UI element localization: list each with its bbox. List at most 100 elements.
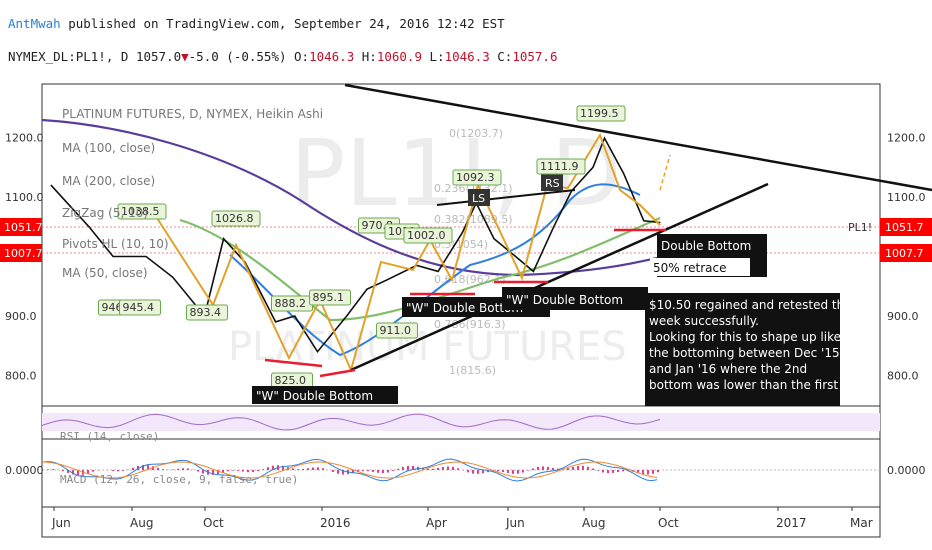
- macd-histogram-bar: [402, 466, 404, 470]
- macd-histogram-bar: [197, 470, 199, 472]
- price-tag-right: [880, 244, 932, 262]
- w-bottom-label: "W" Double Bottom: [406, 301, 523, 315]
- ascending-trendline[interactable]: [350, 182, 769, 372]
- descending-trendline[interactable]: [344, 83, 932, 192]
- pivot-label: 911.0: [380, 324, 412, 337]
- macd-histogram-bar: [152, 466, 154, 470]
- macd-histogram-bar: [247, 470, 249, 473]
- macd-histogram-bar: [227, 470, 229, 472]
- macd-histogram-bar: [652, 470, 654, 474]
- macd-histogram-bar: [582, 465, 584, 470]
- rs-label-box: [541, 173, 563, 191]
- macd-histogram-bar: [367, 470, 369, 472]
- macd-histogram-bar: [597, 470, 599, 471]
- last-price: 1057.0: [135, 49, 182, 64]
- fib-label: 0.382(1089.5): [434, 213, 513, 226]
- macd-histogram-bar: [62, 470, 64, 472]
- macd-histogram-bar: [72, 470, 74, 475]
- pivot-label-box: [119, 299, 161, 316]
- price-tag-left: [0, 218, 42, 236]
- note-line: week successfully.: [649, 314, 759, 328]
- macd-histogram-bar: [647, 470, 649, 475]
- symbol-tag: PL1!: [848, 221, 872, 234]
- macd-histogram-bar: [437, 467, 439, 470]
- pivot-label: 1038.5: [121, 205, 160, 218]
- y-tick-label: 900.0: [887, 310, 919, 323]
- y-tick-label: 1200.0: [887, 132, 926, 145]
- published-text: published on TradingView.com, September …: [60, 16, 505, 31]
- y-tick-label: 1100.0: [5, 191, 44, 204]
- low-label: L:: [429, 49, 445, 64]
- macd-histogram-bar: [232, 470, 234, 471]
- x-tick-label: Oct: [658, 516, 679, 530]
- macd-histogram-bar: [257, 470, 259, 472]
- price-chart[interactable]: PL1!, D PLATINUM FUTURES 0(1203.7) 0.236…: [0, 77, 932, 550]
- macd-histogram-bar: [87, 470, 89, 474]
- x-tick-label: Jun: [505, 516, 525, 530]
- macd-line[interactable]: [41, 458, 658, 482]
- macd-histogram-bar: [217, 470, 219, 475]
- ls-label-box: [468, 189, 490, 206]
- double-bottom-label: Double Bottom: [661, 239, 751, 253]
- y-tick-label: 900.0: [5, 310, 37, 323]
- low-value: 1046.3: [444, 49, 490, 64]
- projection-line: [659, 154, 671, 191]
- macd-histogram-bar: [392, 470, 394, 471]
- rsi-line[interactable]: [41, 413, 661, 431]
- macd-histogram-bar: [512, 470, 514, 474]
- macd-histogram-bar: [542, 466, 544, 470]
- pivot-label: 888.2: [275, 297, 307, 310]
- macd-histogram-bar: [547, 466, 549, 470]
- legend-ma100[interactable]: MA (100, close): [62, 141, 155, 155]
- macd-histogram-bar: [592, 468, 594, 470]
- macd-histogram-bar: [332, 470, 334, 473]
- macd-histogram-bar: [177, 468, 179, 470]
- open-value: 1046.3: [309, 49, 355, 64]
- macd-histogram-bar: [372, 470, 374, 472]
- high-value: 1060.9: [376, 49, 422, 64]
- legend-zigzag[interactable]: ZigZag (5, 10): [62, 206, 148, 220]
- price-change: -5.0 (-0.55%): [188, 49, 287, 64]
- macd-histogram-bar: [137, 465, 139, 470]
- legend-pivots[interactable]: Pivots HL (10, 10): [62, 237, 169, 251]
- macd-histogram-bar: [172, 469, 174, 470]
- note-line: $10.50 regained and retested this: [649, 298, 854, 312]
- macd-histogram-bar: [412, 465, 414, 470]
- price-tag-left: [0, 244, 42, 262]
- macd-zero-right: 0.0000: [887, 464, 926, 477]
- macd-histogram-bar: [252, 470, 254, 473]
- price-line[interactable]: [50, 136, 661, 354]
- macd-histogram-bar: [237, 470, 239, 471]
- note-line: Looking for this to shape up like: [649, 330, 841, 344]
- legend-ma200[interactable]: MA (200, close): [62, 174, 155, 188]
- x-tick-label: 2016: [320, 516, 351, 530]
- macd-histogram-bar: [637, 470, 639, 473]
- neckline[interactable]: [436, 189, 576, 206]
- legend-ma50[interactable]: MA (50, close): [62, 266, 148, 280]
- signal-line[interactable]: [41, 461, 658, 479]
- macd-histogram-bar: [362, 470, 364, 472]
- macd-histogram-bar: [117, 470, 119, 472]
- ma200-line[interactable]: [41, 118, 671, 277]
- pivot-label: 1199.5: [580, 107, 619, 120]
- fib-label: 0.786(916.3): [434, 318, 506, 331]
- pivot-label: 895.1: [313, 291, 345, 304]
- macd-label: MACD (12, 26, close, 9, false, true): [60, 473, 298, 486]
- macd-histogram-bar: [382, 470, 384, 474]
- zigzag-line[interactable]: [154, 132, 661, 373]
- macd-histogram-bar: [497, 470, 499, 472]
- macd-histogram-bar: [467, 470, 469, 473]
- rsi-band: [42, 413, 880, 431]
- time-axis[interactable]: [41, 506, 881, 538]
- open-label: O:: [294, 49, 310, 64]
- macd-histogram-bar: [447, 466, 449, 470]
- pivot-label-box: [403, 227, 453, 244]
- w-bottom-box: [252, 386, 398, 404]
- macd-histogram-bar: [642, 470, 644, 475]
- author-name[interactable]: AntMwah: [8, 16, 61, 31]
- macd-histogram-bar: [527, 470, 529, 471]
- macd-histogram-bar: [607, 470, 609, 474]
- pivot-label: 1092.3: [456, 171, 495, 184]
- pivot-label-box: [536, 158, 586, 175]
- macd-histogram-bar: [522, 470, 524, 473]
